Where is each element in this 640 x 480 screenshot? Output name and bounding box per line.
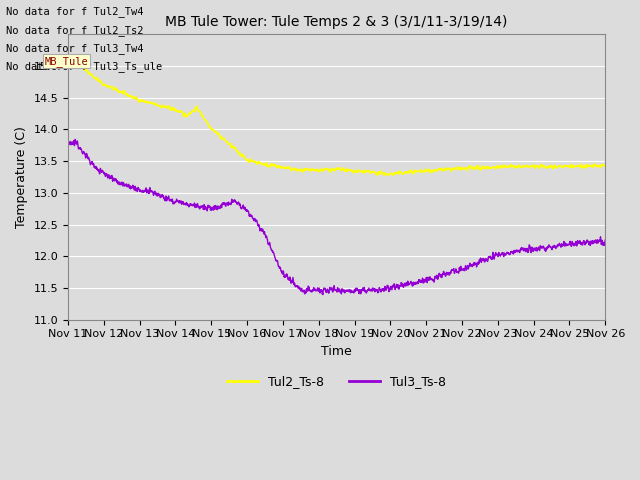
X-axis label: Time: Time (321, 345, 352, 358)
Legend: Tul2_Ts-8, Tul3_Ts-8: Tul2_Ts-8, Tul3_Ts-8 (222, 371, 451, 394)
Text: No data for f Tul3_Ts_ule: No data for f Tul3_Ts_ule (6, 61, 163, 72)
Y-axis label: Temperature (C): Temperature (C) (15, 126, 28, 228)
Text: No data for f Tul2_Ts2: No data for f Tul2_Ts2 (6, 24, 144, 36)
Text: No data for f Tul2_Tw4: No data for f Tul2_Tw4 (6, 6, 144, 17)
Text: No data for f Tul3_Tw4: No data for f Tul3_Tw4 (6, 43, 144, 54)
Text: MB_Tule: MB_Tule (45, 56, 88, 67)
Title: MB Tule Tower: Tule Temps 2 & 3 (3/1/11-3/19/14): MB Tule Tower: Tule Temps 2 & 3 (3/1/11-… (166, 15, 508, 29)
